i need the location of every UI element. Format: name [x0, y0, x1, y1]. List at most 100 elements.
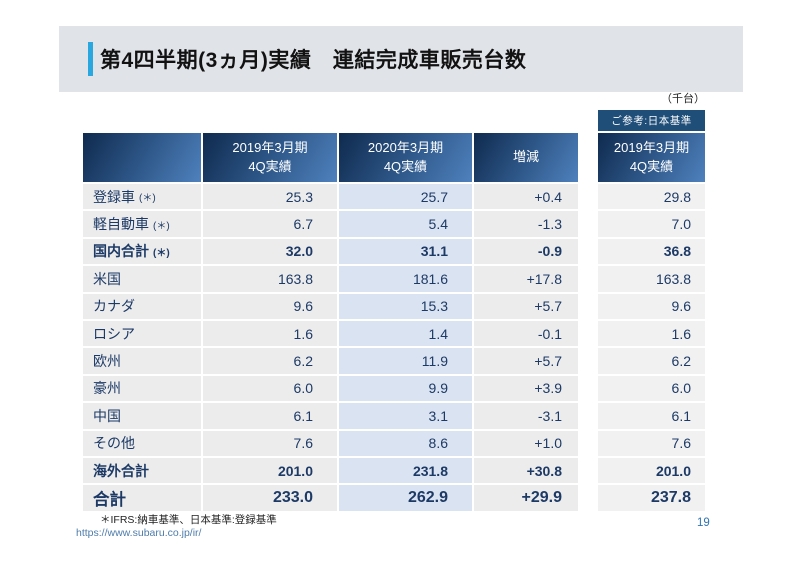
title-accent-bar: [88, 42, 93, 76]
table-body: 登録車 (＊) 25.3 25.7 +0.4 29.8 軽自動車 (＊) 6.7 5.4 -1.3 7…: [83, 184, 705, 512]
cell-ref-jgaap: 7.6: [598, 430, 705, 456]
row-label-cell: 登録車 (＊): [83, 184, 201, 210]
cell-diff: -1.3: [474, 211, 578, 237]
row-label: 国内合計: [93, 243, 149, 260]
table-row: 登録車 (＊) 25.3 25.7 +0.4 29.8: [83, 184, 705, 210]
cell-2019: 233.0: [203, 485, 337, 512]
cell-ref-jgaap: 29.8: [598, 184, 705, 210]
row-label: 海外合計: [93, 462, 149, 479]
cell-2020: 3.1: [339, 403, 472, 429]
cell-diff: +29.9: [474, 485, 578, 512]
row-label-cell: 米国: [83, 266, 201, 292]
table-row: その他 7.6 8.6 +1.0 7.6: [83, 430, 705, 456]
row-label: ロシア: [93, 325, 135, 342]
cell-ref-jgaap: 6.2: [598, 348, 705, 374]
cell-2020: 262.9: [339, 485, 472, 512]
header-col-2019: 2019年3月期 4Q実績: [203, 133, 337, 182]
row-label: 欧州: [93, 353, 121, 370]
header-blank-cell: [83, 133, 201, 182]
row-label-cell: 海外合計: [83, 457, 201, 484]
cell-ref-jgaap: 9.6: [598, 293, 705, 319]
column-gap: [580, 458, 596, 483]
header-col-2020-line2: 4Q実績: [383, 158, 428, 174]
row-label-cell: カナダ: [83, 293, 201, 319]
header-col-ref-line2: 4Q実績: [629, 158, 674, 174]
cell-2020: 11.9: [339, 348, 472, 374]
row-label: 中国: [93, 407, 121, 424]
cell-ref-jgaap: 163.8: [598, 266, 705, 292]
page-number: 19: [697, 517, 710, 529]
header-col-diff: 増減: [474, 133, 578, 182]
unit-note: （千台）: [661, 93, 705, 105]
column-gap: [580, 211, 596, 236]
page-title: 第4四半期(3ヵ月)実績 連結完成車販売台数: [100, 49, 527, 72]
cell-2019: 6.0: [203, 375, 337, 402]
cell-2020: 231.8: [339, 457, 472, 484]
row-label-cell: その他: [83, 430, 201, 456]
cell-diff: +5.7: [474, 348, 578, 374]
cell-2019: 6.2: [203, 348, 337, 374]
footnote: ＊IFRS:納車基準、日本基準:登録基準: [100, 514, 277, 526]
source-url-link[interactable]: https://www.subaru.co.jp/ir/: [76, 527, 202, 539]
column-gap: [580, 376, 596, 401]
column-gap: [580, 431, 596, 456]
sales-table: 2019年3月期 4Q実績 2020年3月期 4Q実績 増減 2019年3月期 …: [83, 133, 705, 513]
header-col-diff-label: 増減: [512, 149, 539, 165]
row-label: 米国: [93, 270, 121, 287]
cell-diff: +0.4: [474, 184, 578, 210]
cell-2020: 1.4: [339, 320, 472, 347]
row-label-cell: 豪州: [83, 375, 201, 402]
row-label: 登録車: [93, 188, 135, 205]
header-col-ref-line1: 2019年3月期: [613, 139, 690, 155]
row-footnote-marker: (＊): [153, 220, 170, 232]
table-row: 欧州 6.2 11.9 +5.7 6.2: [83, 348, 705, 374]
table-header-row: 2019年3月期 4Q実績 2020年3月期 4Q実績 増減 2019年3月期 …: [83, 133, 705, 182]
row-label-cell: 合計: [83, 485, 201, 512]
table-row: 米国 163.8 181.6 +17.8 163.8: [83, 266, 705, 292]
cell-2019: 1.6: [203, 320, 337, 347]
cell-2020: 25.7: [339, 184, 472, 210]
cell-2019: 6.7: [203, 211, 337, 237]
cell-diff: +3.9: [474, 375, 578, 402]
cell-2019: 163.8: [203, 266, 337, 292]
header-col-2019-line1: 2019年3月期: [232, 139, 308, 155]
table-row: 中国 6.1 3.1 -3.1 6.1: [83, 403, 705, 429]
cell-diff: -0.1: [474, 320, 578, 347]
cell-ref-jgaap: 7.0: [598, 211, 705, 237]
cell-diff: +5.7: [474, 293, 578, 319]
cell-2020: 9.9: [339, 375, 472, 402]
column-gap: [580, 184, 596, 209]
row-label-cell: 欧州: [83, 348, 201, 374]
cell-2020: 181.6: [339, 266, 472, 292]
table-row: 豪州 6.0 9.9 +3.9 6.0: [83, 375, 705, 402]
cell-diff: +30.8: [474, 457, 578, 484]
cell-2019: 32.0: [203, 238, 337, 265]
cell-ref-jgaap: 6.0: [598, 375, 705, 402]
cell-2020: 8.6: [339, 430, 472, 456]
table-row: ロシア 1.6 1.4 -0.1 1.6: [83, 320, 705, 347]
cell-ref-jgaap: 1.6: [598, 320, 705, 347]
column-gap: [580, 321, 596, 346]
cell-2019: 25.3: [203, 184, 337, 210]
row-footnote-marker: (＊): [139, 193, 156, 205]
row-label-cell: 軽自動車 (＊): [83, 211, 201, 237]
cell-ref-jgaap: 237.8: [598, 485, 705, 512]
cell-2020: 31.1: [339, 238, 472, 265]
cell-2019: 201.0: [203, 457, 337, 484]
header-col-2019-line2: 4Q実績: [248, 158, 292, 174]
column-gap: [580, 294, 596, 319]
header-col-2020: 2020年3月期 4Q実績: [339, 133, 472, 182]
column-gap: [580, 485, 596, 511]
row-footnote-marker: (＊): [153, 247, 170, 259]
cell-2020: 15.3: [339, 293, 472, 319]
row-label-cell: 中国: [83, 403, 201, 429]
row-label: その他: [93, 435, 135, 452]
column-gap: [580, 348, 596, 373]
table-row: 国内合計 (＊) 32.0 31.1 -0.9 36.8: [83, 238, 705, 265]
column-gap: [580, 133, 596, 182]
cell-2019: 7.6: [203, 430, 337, 456]
cell-2020: 5.4: [339, 211, 472, 237]
table-row: 軽自動車 (＊) 6.7 5.4 -1.3 7.0: [83, 211, 705, 237]
table-row: 合計 233.0 262.9 +29.9 237.8: [83, 485, 705, 512]
